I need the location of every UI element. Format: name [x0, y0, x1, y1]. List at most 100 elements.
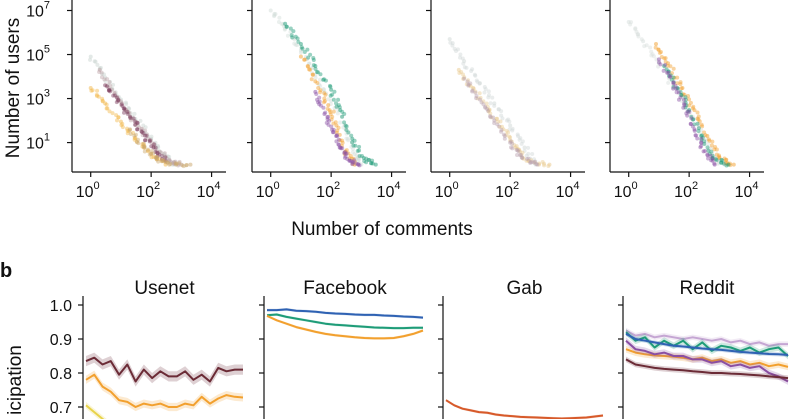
- series-line: [266, 313, 423, 330]
- scatter-point: [504, 118, 509, 123]
- scatter-point: [121, 110, 126, 115]
- scatter-point: [116, 115, 121, 120]
- scatter-point: [671, 75, 676, 80]
- scatter-point: [101, 72, 106, 77]
- scatter-point: [173, 161, 178, 166]
- x-tick-exponent: 0: [94, 180, 100, 192]
- scatter-point: [147, 139, 152, 144]
- scatter-point: [309, 71, 314, 76]
- scatter-point: [119, 100, 124, 105]
- scatter-point: [540, 160, 545, 165]
- scatter-point: [683, 95, 688, 100]
- scatter-point: [656, 64, 661, 69]
- scatter-point: [122, 107, 127, 112]
- scatter-point: [532, 157, 537, 162]
- scatter-point: [704, 138, 709, 143]
- scatter-point: [100, 71, 105, 76]
- scatter-point: [359, 162, 364, 167]
- scatter-point: [686, 109, 691, 114]
- scatter-point: [145, 147, 150, 152]
- scatter-point: [481, 99, 486, 104]
- scatter-point: [163, 154, 168, 159]
- scatter-point: [497, 124, 502, 129]
- scatter-point: [155, 151, 160, 156]
- scatter-point: [128, 132, 133, 137]
- scatter-point: [686, 94, 691, 99]
- scatter-point: [321, 87, 326, 92]
- scatter-point: [715, 161, 720, 166]
- scatter-point: [707, 146, 712, 151]
- scatter-point: [145, 134, 150, 139]
- scatter-point: [156, 145, 161, 150]
- scatter-point: [119, 102, 124, 107]
- scatter-point: [146, 148, 151, 153]
- scatter-point: [134, 139, 139, 144]
- scatter-point: [689, 116, 694, 121]
- x-tick-label: 102: [136, 180, 160, 201]
- scatter-point: [355, 149, 360, 154]
- scatter-point: [282, 27, 287, 32]
- scatter-point: [492, 118, 497, 123]
- scatter-point: [679, 86, 684, 91]
- scatter-point: [95, 88, 100, 93]
- scatter-point: [477, 81, 482, 86]
- scatter-point: [135, 120, 140, 125]
- scatter-point: [291, 29, 296, 34]
- scatter-point: [351, 156, 356, 161]
- scatter-point: [167, 158, 172, 163]
- scatter-point: [292, 41, 297, 46]
- series-3: [313, 89, 362, 168]
- scatter-point: [679, 98, 684, 103]
- scatter-point: [305, 64, 310, 69]
- scatter-point: [470, 67, 475, 72]
- scatter-point: [458, 55, 463, 60]
- scatter-point: [157, 149, 162, 154]
- scatter-point: [488, 114, 493, 119]
- scatter-point: [298, 54, 303, 59]
- scatter-point: [515, 153, 520, 158]
- scatter-point: [313, 72, 318, 77]
- series-line: [625, 333, 789, 356]
- scatter-point: [370, 158, 375, 163]
- scatter-point: [710, 158, 715, 163]
- scatter-point: [696, 114, 701, 119]
- scatter-point: [279, 21, 284, 26]
- scatter-point: [699, 128, 704, 133]
- scatter-point: [668, 64, 673, 69]
- y-tick-label: 0.7: [50, 400, 72, 417]
- scatter-point: [143, 125, 148, 130]
- series-line: [267, 308, 424, 319]
- scatter-point: [111, 82, 116, 87]
- x-tick-label: 100: [435, 180, 459, 201]
- scatter-point: [346, 130, 351, 135]
- scatter-point: [663, 62, 668, 67]
- scatter-point: [695, 136, 700, 141]
- scatter-point: [479, 100, 484, 105]
- scatter-point: [499, 129, 504, 134]
- scatter-point: [706, 141, 711, 146]
- scatter-point: [696, 123, 701, 128]
- scatter-point: [348, 153, 353, 158]
- scatter-point: [114, 95, 119, 100]
- scatter-point: [109, 87, 114, 92]
- scatter-point: [104, 106, 109, 111]
- scatter-point: [667, 76, 672, 81]
- scatter-point: [656, 47, 661, 52]
- scatter-point: [716, 159, 721, 164]
- scatter-point: [142, 144, 147, 149]
- scatter-point: [128, 118, 133, 123]
- scatter-point: [159, 159, 164, 164]
- scatter-point: [466, 82, 471, 87]
- scatter-point: [331, 109, 336, 114]
- scatter-point: [151, 145, 156, 150]
- scatter-point: [322, 90, 327, 95]
- scatter-point: [542, 161, 547, 166]
- scatter-point: [373, 162, 378, 167]
- scatter-point: [143, 138, 148, 143]
- scatter-point: [161, 159, 166, 164]
- scatter-point: [472, 72, 477, 77]
- scatter-point: [106, 83, 111, 88]
- scatter-point: [707, 152, 712, 157]
- scatter-point: [322, 99, 327, 104]
- scatter-point: [633, 27, 638, 32]
